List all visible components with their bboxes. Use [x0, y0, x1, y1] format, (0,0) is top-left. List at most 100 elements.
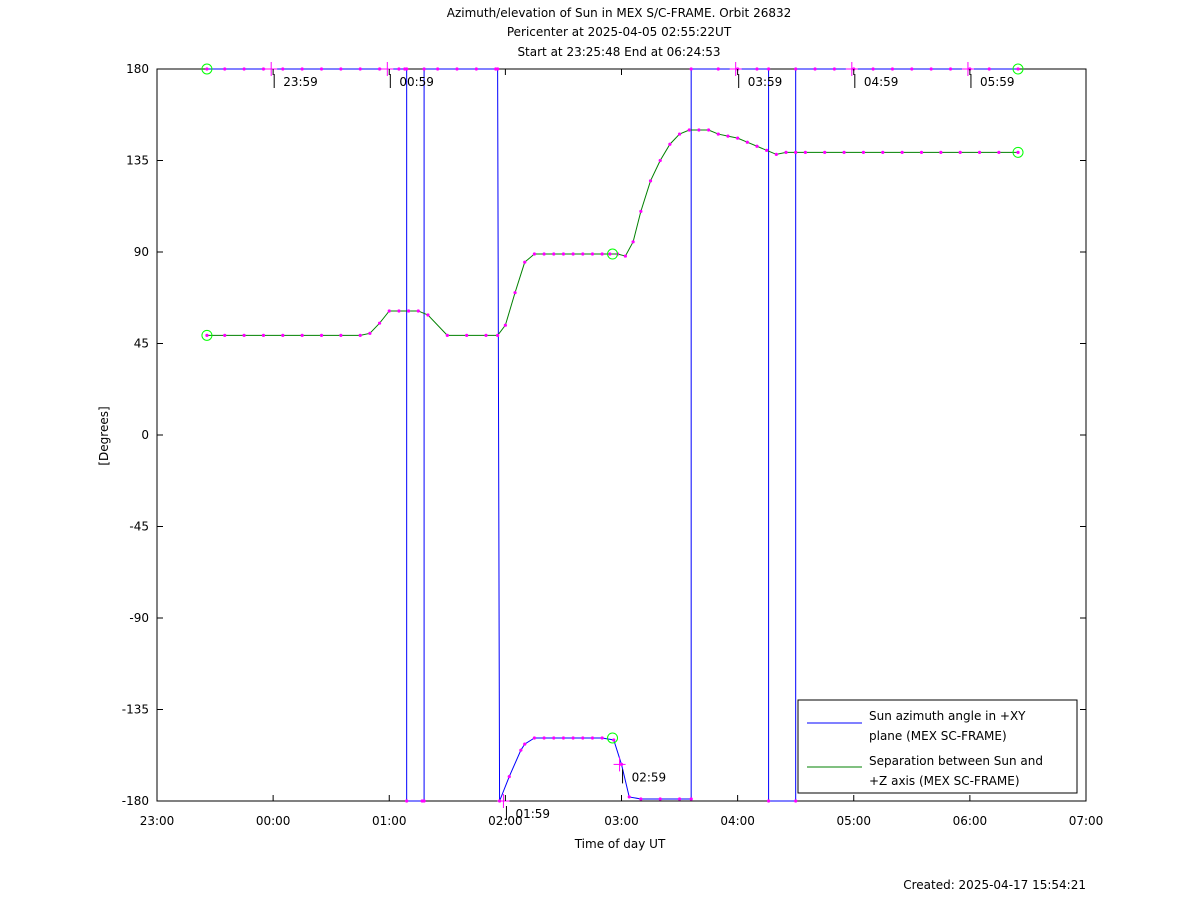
data-point-s0-27: [542, 736, 546, 740]
annotation-label-2: 01:59: [515, 807, 550, 821]
data-point-s0-7: [339, 67, 343, 71]
data-point-s1-35: [639, 209, 643, 213]
data-point-s0-44: [755, 67, 759, 71]
x-tick-label-6: 05:00: [836, 814, 871, 828]
y-tick-label-3: 45: [134, 337, 149, 351]
data-point-s1-3: [261, 333, 266, 337]
y-tick-label-6: -90: [129, 611, 149, 625]
data-point-s0-8: [358, 67, 362, 71]
data-point-s1-6: [319, 333, 324, 337]
legend-label-separation-line-2: +Z axis (MEX SC-FRAME): [869, 774, 1020, 788]
data-point-s0-45: [766, 67, 771, 71]
data-point-s1-17: [465, 333, 469, 337]
data-point-s0-42: [716, 67, 720, 71]
data-point-s0-47: [794, 799, 798, 803]
data-point-s1-63: [1016, 150, 1020, 154]
data-point-s1-48: [765, 148, 769, 152]
data-point-s1-8: [358, 333, 362, 337]
data-point-s1-49: [774, 152, 778, 156]
x-tick-label-3: 02:00: [488, 814, 523, 828]
data-point-s0-58: [987, 67, 991, 71]
data-point-s1-33: [623, 254, 627, 258]
data-point-s0-15: [422, 799, 426, 803]
data-point-s0-46: [766, 799, 771, 803]
series-layer: [206, 68, 1019, 802]
data-point-s0-56: [948, 67, 953, 71]
data-point-s1-26: [561, 252, 566, 256]
data-point-s1-20: [503, 323, 507, 327]
annotation-label-5: 04:59: [864, 75, 899, 89]
data-point-s0-6: [319, 67, 324, 71]
data-point-s1-31: [608, 252, 612, 256]
data-point-s0-18: [455, 67, 459, 71]
data-point-s1-52: [803, 150, 807, 154]
data-point-s1-34: [631, 240, 635, 244]
data-point-s0-59: [1016, 67, 1020, 71]
data-point-s0-1: [223, 67, 227, 71]
endpoint-marker-s1-0: [201, 329, 213, 341]
data-point-s0-10: [397, 67, 401, 71]
y-tick-label-5: -45: [129, 520, 149, 534]
data-point-s1-7: [339, 333, 343, 337]
data-point-s1-54: [842, 150, 846, 154]
data-point-s0-21: [496, 67, 500, 71]
data-point-s1-22: [523, 260, 527, 264]
data-point-s1-4: [281, 333, 285, 337]
endpoint-marker-s0-0: [201, 63, 213, 75]
x-tick-label-4: 03:00: [604, 814, 639, 828]
data-point-s1-55: [861, 150, 866, 154]
y-tick-label-2: 90: [134, 245, 149, 259]
title-line-3: Start at 23:25:48 End at 06:24:53: [517, 45, 720, 59]
endpoint-marker-s0-1: [1012, 63, 1024, 75]
data-point-s1-41: [697, 128, 701, 132]
data-point-s1-30: [600, 252, 604, 256]
legend-box: [797, 699, 1078, 794]
pericenter-marker-1: [607, 732, 619, 744]
data-point-s1-28: [581, 252, 585, 256]
data-point-s1-16: [445, 333, 449, 337]
legend-label-azimuth-line-1: Sun azimuth angle in +XY: [869, 709, 1026, 723]
data-point-s0-12: [405, 67, 409, 71]
data-point-s0-25: [523, 742, 527, 746]
data-point-s0-3: [261, 67, 266, 71]
data-point-s0-5: [300, 67, 304, 71]
data-point-s1-13: [407, 309, 411, 313]
data-point-s1-39: [677, 132, 682, 136]
x-tick-label-1: 00:00: [256, 814, 291, 828]
data-point-s0-33: [600, 736, 604, 740]
data-point-s1-11: [387, 309, 391, 313]
data-point-s0-0: [205, 67, 209, 71]
x-tick-label-0: 23:00: [140, 814, 175, 828]
x-axis-label: Time of day UT: [574, 837, 666, 851]
data-point-s0-40: [689, 797, 693, 801]
legend: Sun azimuth angle in +XY plane (MEX SC-F…: [797, 699, 1078, 794]
data-point-s0-23: [507, 775, 511, 779]
y-tick-label-4: 0: [141, 428, 149, 442]
y-axis-label: [Degrees]: [97, 406, 111, 465]
data-point-s0-39: [677, 797, 682, 801]
data-point-s1-36: [648, 179, 653, 183]
y-tick-label-1: 135: [126, 154, 149, 168]
y-tick-label-8: -180: [122, 794, 149, 808]
data-point-s0-19: [474, 67, 478, 71]
data-point-s1-25: [552, 252, 556, 256]
data-point-s1-38: [668, 142, 672, 146]
data-point-s0-53: [890, 67, 895, 71]
data-point-s0-55: [929, 67, 933, 71]
series-line-0: [206, 68, 1019, 802]
x-tick-label-2: 01:00: [372, 814, 407, 828]
data-point-s1-10: [377, 321, 382, 325]
data-point-s0-34: [612, 738, 616, 742]
data-point-s1-5: [300, 333, 304, 337]
data-point-s1-12: [397, 309, 401, 313]
data-point-s0-16: [422, 67, 426, 71]
data-point-s1-14: [416, 309, 420, 313]
data-point-s1-53: [823, 150, 827, 154]
y-tick-label-0: 180: [126, 62, 149, 76]
data-point-s1-57: [900, 150, 904, 154]
data-point-s0-30: [571, 736, 575, 740]
data-point-s1-43: [716, 132, 720, 136]
data-point-s1-0: [205, 333, 209, 337]
data-point-s1-44: [726, 134, 730, 138]
